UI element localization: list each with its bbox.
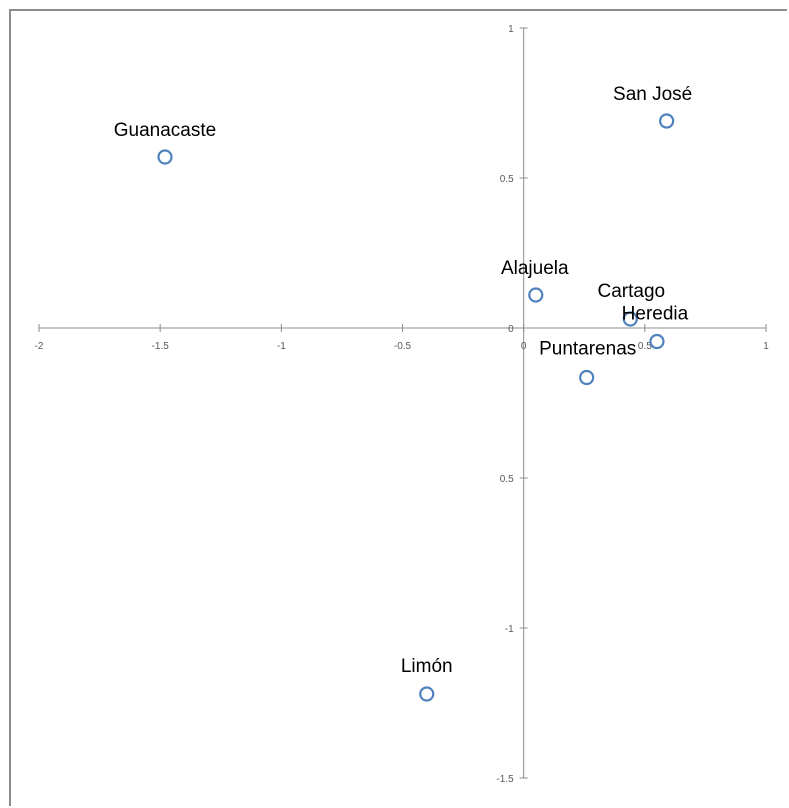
x-tick-label: -1 [277, 341, 286, 352]
data-point [659, 113, 675, 129]
data-point [579, 369, 595, 386]
x-tick-label: -2 [35, 341, 44, 352]
data-label: Alajuela [501, 258, 569, 279]
y-tick-label: -1 [505, 624, 514, 635]
x-tick-label: 0.5 [638, 341, 652, 352]
data-label: Heredia [622, 304, 689, 325]
data-point [157, 149, 173, 165]
data-label: San José [613, 84, 692, 105]
y-tick-label: 0 [508, 324, 514, 335]
chart-frame [9, 9, 787, 806]
data-point [622, 311, 638, 327]
data-label: Limón [401, 656, 453, 677]
data-label: Puntarenas [539, 339, 636, 360]
x-tick-label: 0 [521, 341, 527, 352]
x-tick-label: -0.5 [394, 341, 412, 352]
x-tick-label: -1.5 [152, 341, 170, 352]
data-point [528, 287, 544, 303]
data-label: Guanacaste [114, 120, 216, 141]
y-tick-label: 0.5 [500, 474, 514, 485]
data-label: Cartago [597, 281, 665, 302]
y-tick-label: 1 [508, 24, 514, 35]
y-tick-label: -1.5 [496, 774, 514, 785]
y-tick-label: 0.5 [500, 174, 514, 185]
data-point [649, 333, 665, 350]
x-tick-label: 1 [763, 341, 769, 352]
data-point [419, 686, 435, 702]
